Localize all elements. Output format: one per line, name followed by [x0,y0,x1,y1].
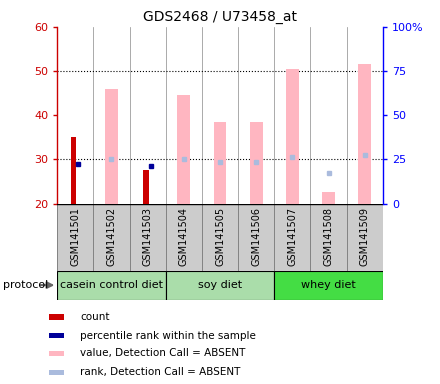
Text: whey diet: whey diet [301,280,356,290]
Text: GSM141505: GSM141505 [215,207,225,266]
Bar [49,333,64,338]
Text: GSM141501: GSM141501 [70,207,80,266]
Bar [105,89,118,204]
Text: GSM141507: GSM141507 [287,207,297,266]
Bar [49,314,64,320]
Bar [166,271,274,300]
Bar [71,137,76,204]
Text: soy diet: soy diet [198,280,242,290]
Text: value, Detection Call = ABSENT: value, Detection Call = ABSENT [81,348,246,358]
Bar [49,370,64,375]
Text: GSM141508: GSM141508 [323,207,334,266]
Bar [214,122,226,204]
Bar [274,271,383,300]
Bar [250,122,263,204]
Text: count: count [81,312,110,322]
Text: protocol: protocol [3,280,48,290]
Text: casein control diet: casein control diet [60,280,163,290]
Title: GDS2468 / U73458_at: GDS2468 / U73458_at [143,10,297,25]
Text: GSM141503: GSM141503 [143,207,153,266]
Bar [143,170,149,204]
Bar [286,69,299,204]
Text: GSM141504: GSM141504 [179,207,189,266]
Text: percentile rank within the sample: percentile rank within the sample [81,331,256,341]
Bar [57,271,166,300]
Text: GSM141509: GSM141509 [360,207,370,266]
Text: GSM141506: GSM141506 [251,207,261,266]
Bar [177,95,190,204]
Bar [359,65,371,204]
Bar [49,351,64,356]
Text: GSM141502: GSM141502 [106,207,117,266]
Bar [322,192,335,204]
Text: rank, Detection Call = ABSENT: rank, Detection Call = ABSENT [81,367,241,377]
